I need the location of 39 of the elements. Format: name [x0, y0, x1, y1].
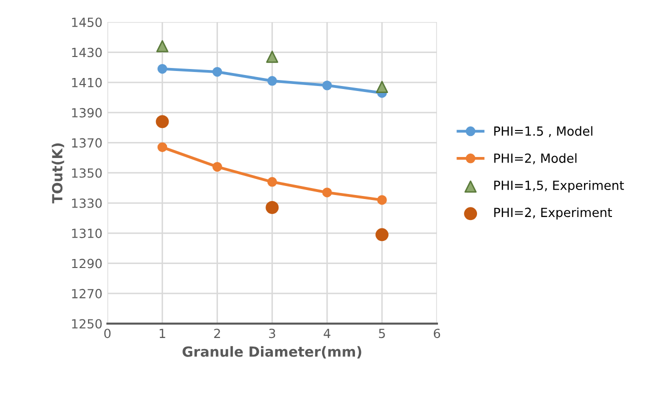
point: [212, 162, 222, 172]
legend-label: PHI=1.5 , Model: [494, 126, 592, 138]
point: [322, 80, 332, 90]
point: [157, 64, 168, 74]
y-axis-title: TOut(K): [52, 143, 64, 204]
y-tick-label: 1370: [72, 138, 102, 148]
x-tick-label: 4: [324, 328, 330, 338]
x-tick-label: 5: [378, 328, 385, 338]
x-tick-label: 3: [269, 328, 276, 338]
y-tick-label: 1350: [72, 168, 102, 178]
x-tick-label: 6: [434, 328, 440, 338]
x-tick-label: 0: [104, 328, 111, 338]
point: [267, 177, 278, 187]
y-tick-label: 1270: [72, 288, 102, 298]
x-tick-label: 2: [214, 328, 220, 338]
y-tick-label: 1330: [72, 198, 102, 208]
point: [157, 142, 168, 152]
point: [266, 50, 278, 63]
x-axis-title: Granule Diameter(mm): [182, 346, 362, 359]
point: [322, 188, 332, 198]
y-tick-label: 1290: [72, 258, 102, 268]
y-tick-label: 1430: [72, 48, 102, 58]
point: [267, 76, 278, 86]
point: [156, 115, 169, 128]
x-tick-label: 1: [160, 328, 166, 338]
point: [156, 40, 168, 52]
point: [375, 228, 389, 242]
y-tick-label: 1410: [72, 78, 102, 88]
y-tick-label: 1450: [72, 18, 102, 28]
point: [266, 201, 279, 214]
y-tick-label: 1390: [72, 108, 102, 118]
point: [377, 195, 387, 205]
point: [212, 66, 222, 77]
y-tick-label: 1310: [72, 228, 102, 238]
point: [376, 80, 388, 94]
legend-label: PHI=2, Model: [494, 153, 576, 164]
legend-label: PHI=2, Experiment: [494, 207, 612, 220]
y-tick-label: 1250: [72, 319, 102, 329]
legend-label: PHI=1,5, Experiment: [494, 180, 624, 192]
